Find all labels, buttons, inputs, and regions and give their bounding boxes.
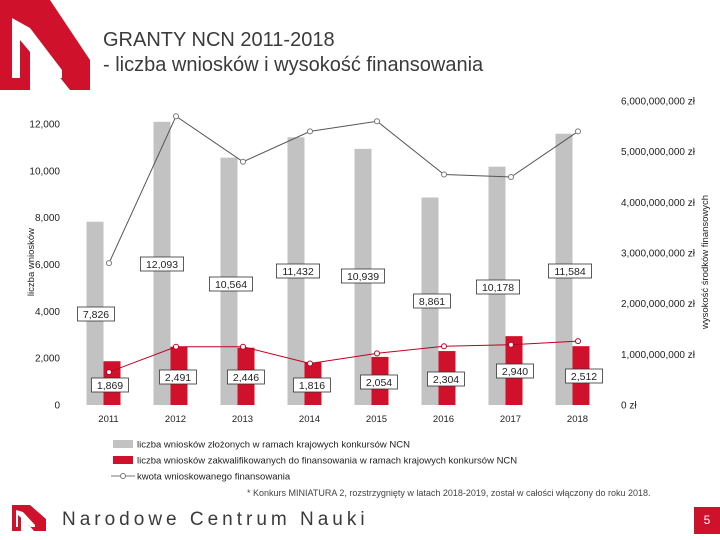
- gray-bar-value-label: 8,861: [419, 296, 445, 308]
- gray-bar-value-label-box: [548, 263, 593, 279]
- granted-funding-point: [240, 343, 246, 350]
- right-tick-label: 3,000,000,000 zł: [621, 249, 696, 260]
- left-tick-label: 12,000: [29, 120, 60, 131]
- right-tick-label: 4,000,000,000 zł: [621, 198, 696, 209]
- brand-name: Narodowe Centrum Nauki: [62, 509, 369, 530]
- granted-funding-point: [173, 343, 179, 350]
- left-tick-label: 8,000: [35, 213, 60, 224]
- red-bar-value-label-box: [427, 371, 465, 387]
- gray-bar-value-label: 11,584: [554, 266, 585, 278]
- gray-bar-value-label: 12,093: [146, 259, 178, 271]
- requested-funding-point: [106, 260, 112, 267]
- gray-bar-value-label: 10,178: [482, 282, 514, 294]
- page-number: 5: [694, 507, 720, 534]
- red-bar-value-label: 2,512: [571, 371, 597, 383]
- red-bar-value-label-box: [293, 377, 331, 393]
- gray-bar-value-label: 7,826: [83, 309, 109, 321]
- x-tick-label: 2017: [500, 414, 521, 425]
- legend-label: liczba wniosków zakwalifikowanych do fin…: [137, 456, 517, 467]
- x-tick-label: 2012: [165, 414, 186, 425]
- x-tick-label: 2018: [567, 414, 588, 425]
- gray-bar-value-label-box: [340, 268, 385, 284]
- data-labels: 7,826 12,093 10,564 11,432 10,939 8,861 10,178…: [77, 256, 603, 393]
- red-bar-value-label-box: [496, 363, 534, 379]
- granted-funding-point: [441, 343, 447, 350]
- red-bar-value-label: 2,054: [366, 377, 392, 389]
- line-series: [106, 113, 581, 376]
- x-tick-label: 2013: [232, 414, 253, 425]
- requested-funding-point: [575, 128, 581, 135]
- left-tick-label: 2,000: [35, 354, 60, 365]
- legend-swatch-marker: [120, 473, 126, 479]
- red-bar-value-label: 2,446: [233, 372, 259, 384]
- red-bar-value-label: 1,869: [97, 380, 123, 392]
- right-axis-title: wysokość środków finansowych: [700, 195, 711, 330]
- gray-bar-value-label: 10,564: [215, 279, 247, 291]
- x-tick-label: 2011: [98, 414, 118, 425]
- gray-bar-value-label-box: [208, 276, 253, 292]
- requested-funding-point: [508, 174, 514, 180]
- x-tick-label: 2014: [299, 414, 320, 425]
- footnote: * Konkurs MINIATURA 2, rozstrzygnięty w …: [247, 488, 651, 498]
- left-tick-label: 6,000: [35, 260, 60, 271]
- right-tick-label: 1,000,000,000 zł: [621, 350, 696, 361]
- legend: liczba wniosków złożonych w ramach krajo…: [111, 440, 517, 483]
- red-bar-value-label: 1,816: [299, 380, 325, 392]
- red-bar-value-label-box: [91, 377, 129, 393]
- requested-funding-line: [108, 115, 579, 264]
- right-tick-label: 2,000,000,000 zł: [621, 299, 696, 310]
- requested-funding-point: [374, 118, 380, 125]
- right-tick-label: 6,000,000,000 zł: [621, 97, 696, 108]
- red-bar-value-label-box: [159, 369, 197, 385]
- granted-funding-point: [307, 360, 313, 367]
- left-axis-title: liczba wniosków: [26, 228, 37, 296]
- granted-funding-point: [575, 338, 581, 345]
- right-tick-label: 0 zł: [621, 401, 637, 412]
- granted-funding-point: [508, 341, 514, 348]
- gray-bar-value-label: 11,432: [282, 266, 313, 278]
- red-bar-value-label-box: [565, 368, 603, 384]
- gray-bar-value-label-box: [139, 256, 184, 272]
- legend-swatch-gray: [113, 440, 133, 448]
- requested-funding-point: [441, 171, 447, 178]
- gray-bar-value-label-box: [77, 306, 115, 322]
- gray-bar-value-label-box: [275, 263, 320, 279]
- red-bar-value-label: 2,304: [433, 374, 459, 386]
- red-bar-value-label-box: [360, 374, 398, 390]
- red-bars: [103, 336, 590, 405]
- combo-chart: 0 2,000 4,000 6,000 8,000 10,000 12,000 0 zł 1,0…: [26, 97, 711, 483]
- title-line-2: - liczba wniosków i wysokość finansowani…: [103, 54, 484, 76]
- legend-label: liczba wniosków złożonych w ramach krajo…: [137, 440, 410, 451]
- page-title: GRANTY NCN 2011-2018 - liczba wniosków i…: [103, 28, 483, 78]
- gray-bar-value-label: 10,939: [347, 271, 379, 283]
- left-tick-label: 0: [54, 401, 60, 412]
- legend-swatch-red: [113, 456, 133, 464]
- requested-funding-point: [240, 158, 246, 165]
- gray-bar-value-label-box: [413, 293, 451, 309]
- red-bar-value-label-box: [227, 369, 265, 385]
- axes: 0 2,000 4,000 6,000 8,000 10,000 12,000 0 zł 1,0…: [26, 97, 711, 426]
- requested-funding-point: [307, 128, 313, 135]
- ncn-logo: [0, 0, 90, 90]
- left-tick-label: 4,000: [35, 307, 60, 318]
- granted-funding-point: [106, 369, 112, 376]
- ncn-brand-icon: [12, 505, 46, 531]
- gray-bar-value-label-box: [475, 279, 520, 295]
- x-tick-label: 2015: [366, 414, 387, 425]
- title-line-1: GRANTY NCN 2011-2018: [103, 29, 335, 51]
- requested-funding-point: [173, 113, 179, 120]
- granted-funding-line: [108, 340, 579, 373]
- left-tick-label: 10,000: [29, 166, 60, 177]
- granted-funding-point: [374, 350, 380, 357]
- x-tick-label: 2016: [433, 414, 454, 425]
- legend-label: kwota wnioskowanego finansowania: [137, 472, 291, 483]
- red-bar-value-label: 2,940: [502, 366, 528, 378]
- right-tick-label: 5,000,000,000 zł: [621, 147, 696, 158]
- red-bar-value-label: 2,491: [165, 372, 191, 384]
